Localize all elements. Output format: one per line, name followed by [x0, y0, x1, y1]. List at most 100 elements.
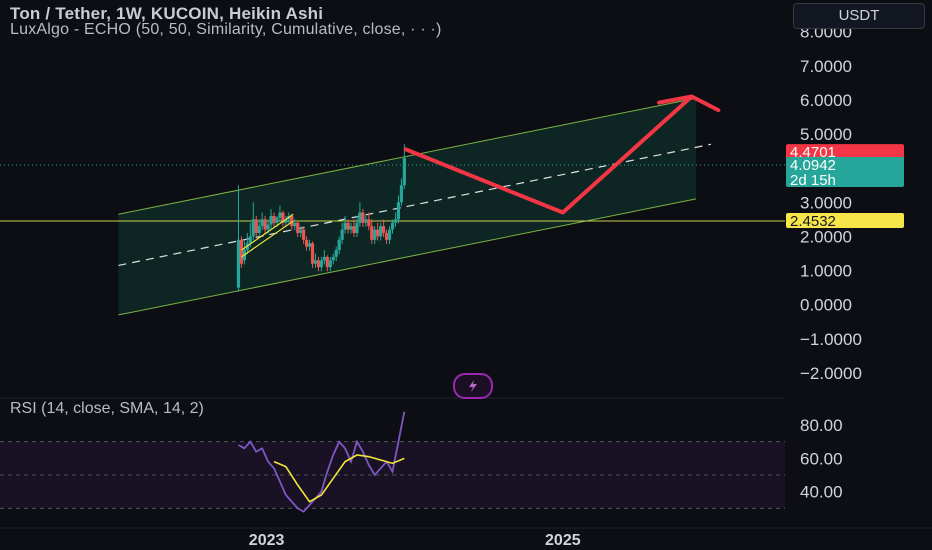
- candle: [284, 215, 288, 227]
- candle: [328, 256, 332, 272]
- trendline-lower: [241, 220, 294, 258]
- price-label-bg: [786, 156, 904, 187]
- rsi-tick-label: 80.00: [800, 416, 843, 435]
- candle-body: [296, 222, 300, 234]
- candle: [325, 255, 329, 272]
- candle-body: [370, 226, 374, 240]
- indicator-title: LuxAlgo - ECHO (50, 50, Similarity, Cumu…: [10, 21, 442, 38]
- price-label-text: 4.4701: [790, 144, 836, 161]
- candle-body: [373, 229, 377, 240]
- candle: [296, 221, 300, 238]
- price-tick-label: 7.0000: [800, 57, 852, 76]
- candles-layer: [236, 144, 406, 292]
- price-label-bg: [786, 144, 904, 160]
- candle: [319, 256, 324, 272]
- price-label-text: 4.0942: [790, 157, 836, 174]
- candle-body: [393, 219, 398, 223]
- rsi-layer: 80.00 60.00 40.00: [0, 411, 843, 513]
- price-tick-label: 6.0000: [800, 91, 852, 110]
- price-axis: 8.00007.00006.00005.00003.00002.00001.00…: [800, 23, 862, 383]
- price-tick-label: 5.0000: [800, 125, 852, 144]
- candle: [364, 215, 368, 227]
- candle-body: [254, 219, 258, 234]
- candle-body: [319, 260, 324, 268]
- candle: [263, 215, 267, 234]
- channel-mid-line: [118, 143, 712, 267]
- candle-body: [364, 219, 368, 223]
- price-label-text: 2.4532: [790, 213, 836, 230]
- time-tick-label: 2025: [545, 532, 581, 549]
- candle: [251, 202, 255, 241]
- candle-body: [304, 239, 309, 247]
- candle-body: [307, 243, 312, 247]
- candle-body: [402, 157, 406, 186]
- candle: [278, 205, 282, 222]
- candle: [337, 236, 341, 255]
- regression-channel: [118, 97, 712, 316]
- candle-body: [376, 229, 380, 237]
- candle: [349, 222, 353, 234]
- candle: [272, 212, 276, 227]
- candle-body: [325, 256, 329, 268]
- candle-body: [343, 222, 347, 230]
- candle: [334, 246, 338, 261]
- candle-body: [379, 226, 383, 237]
- candle: [361, 209, 365, 227]
- candle-body: [361, 212, 365, 223]
- candle: [396, 195, 401, 224]
- candle: [402, 144, 406, 190]
- candle-body: [322, 256, 326, 261]
- candle-body: [248, 236, 252, 244]
- candle-body: [293, 222, 297, 227]
- candle-body: [260, 219, 264, 227]
- currency-button[interactable]: USDT: [793, 3, 925, 29]
- price-label-level: 2.4532: [786, 212, 904, 230]
- candle: [379, 222, 383, 241]
- price-label-projection: 4.4701: [786, 144, 904, 161]
- candle-body: [358, 212, 362, 223]
- lightning-icon: [469, 380, 477, 392]
- candle-body: [349, 226, 353, 230]
- candle-body: [334, 250, 338, 257]
- projection-zigzag: [403, 94, 721, 215]
- candle: [304, 236, 309, 251]
- rsi-tick-label: 60.00: [800, 449, 843, 468]
- rsi-tick-label: 40.00: [800, 483, 843, 502]
- candle: [254, 215, 258, 238]
- candle-body: [399, 185, 403, 203]
- candle-body: [390, 222, 395, 230]
- time-tick-label: 2023: [249, 532, 285, 549]
- candle: [236, 185, 241, 292]
- candle: [370, 219, 374, 244]
- candle-body: [302, 229, 306, 240]
- price-tick-label: 0.0000: [800, 296, 852, 315]
- trendline-upper: [241, 213, 294, 251]
- alert-bolt-icon[interactable]: [453, 373, 493, 399]
- candle: [316, 256, 321, 272]
- candle: [382, 219, 386, 238]
- candle: [257, 219, 261, 238]
- candle: [346, 219, 350, 234]
- candle-body: [290, 215, 294, 227]
- price-tick-label: −1.0000: [800, 330, 862, 349]
- candle-body: [275, 217, 279, 223]
- candle: [269, 209, 273, 229]
- candle: [393, 212, 398, 227]
- candle-body: [382, 226, 386, 234]
- candle: [313, 253, 318, 268]
- channel-upper-line: [118, 97, 697, 215]
- candle: [367, 212, 371, 231]
- candle-body: [346, 222, 350, 230]
- candle-body: [337, 239, 341, 251]
- candle: [390, 219, 395, 234]
- candle: [293, 219, 297, 231]
- candle: [307, 239, 312, 251]
- candle: [387, 226, 392, 244]
- candle-body: [316, 260, 321, 268]
- candle-body: [284, 219, 288, 223]
- candle: [299, 226, 303, 238]
- candle-body: [257, 226, 261, 234]
